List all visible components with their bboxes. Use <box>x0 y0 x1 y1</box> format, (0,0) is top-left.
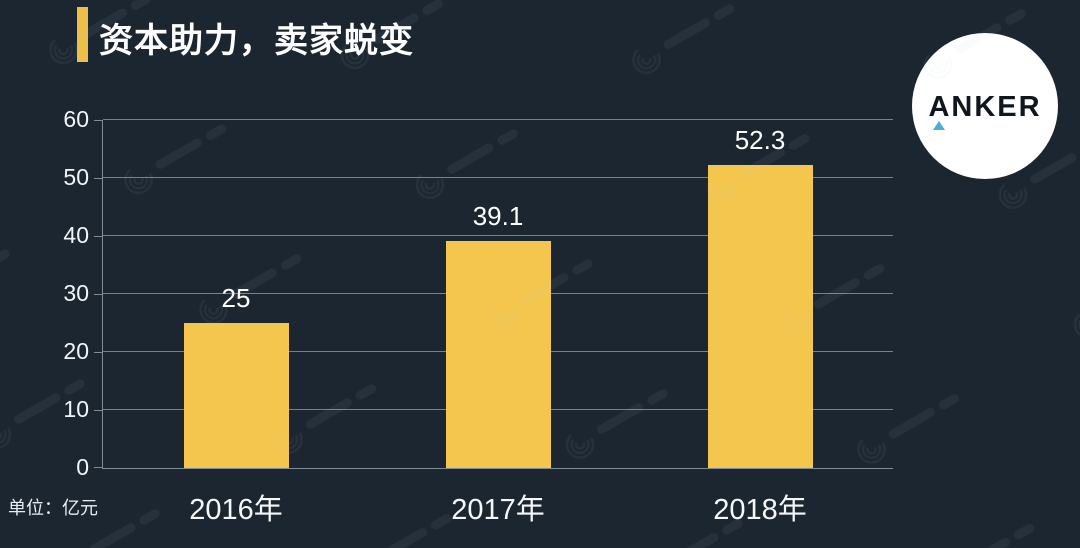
y-tick-label: 40 <box>63 222 89 248</box>
bar-value-label: 52.3 <box>734 124 786 155</box>
bar <box>183 323 289 468</box>
y-tick-label: 20 <box>63 338 89 364</box>
anker-logo-text: ANKER <box>928 90 1042 123</box>
title-accent-bar <box>77 7 88 62</box>
bar <box>445 241 551 468</box>
y-axis-tick <box>94 120 103 121</box>
y-axis-tick <box>94 352 103 353</box>
page-title: 资本助力，卖家蜕变 <box>99 22 414 60</box>
y-tick-label: 0 <box>76 454 89 480</box>
bar-value-label: 25 <box>221 283 251 313</box>
y-axis-tick <box>94 294 103 295</box>
bar-value-label: 39.1 <box>472 201 524 232</box>
unit-label: 单位：亿元 <box>8 498 98 518</box>
bar-chart-plot-area: 0 10 20 30 40 50 60 25 2016年 39.1 2017年 52.3 2018年 <box>63 106 893 526</box>
y-axis-tick <box>94 467 103 468</box>
y-axis-tick <box>94 178 103 179</box>
anker-logo-badge: ANKER <box>912 33 1058 179</box>
y-tick-label: 50 <box>63 164 89 190</box>
x-tick-label: 2018年 <box>713 494 807 526</box>
gridline <box>103 119 893 120</box>
x-tick-label: 2017年 <box>451 494 545 526</box>
anker-triangle-icon <box>933 121 945 130</box>
y-tick-label: 30 <box>63 280 89 306</box>
y-axis-tick <box>94 410 103 411</box>
bar <box>707 164 813 468</box>
y-axis-tick <box>94 236 103 237</box>
x-tick-label: 2016年 <box>189 494 283 526</box>
y-tick-label: 10 <box>63 396 89 422</box>
y-tick-label: 60 <box>63 106 89 132</box>
